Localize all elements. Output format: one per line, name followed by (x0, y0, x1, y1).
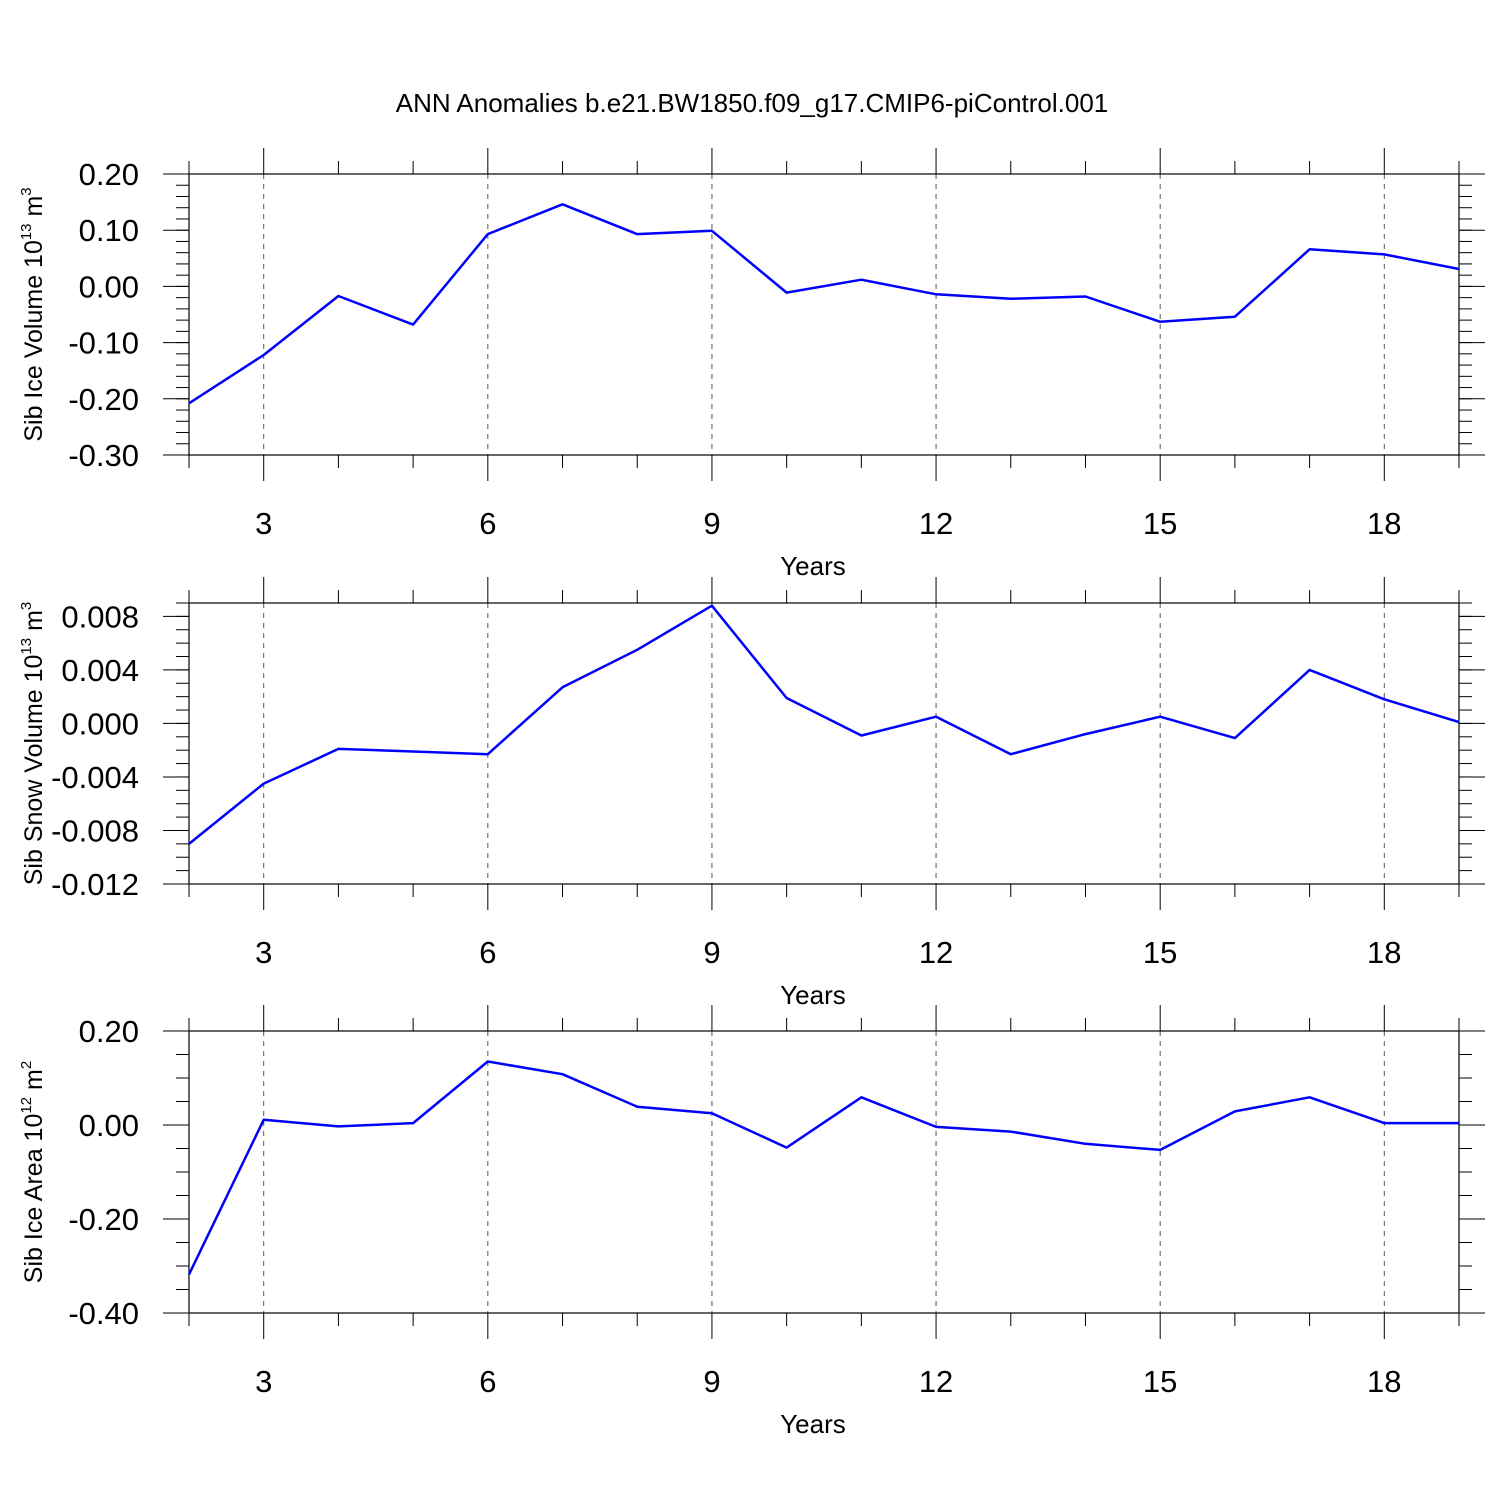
x-tick-label: 18 (1367, 935, 1401, 970)
y-tick-label: -0.30 (68, 438, 139, 473)
x-tick-label: 15 (1143, 506, 1177, 541)
x-tick-label: 3 (255, 935, 272, 970)
y-tick-label: 0.004 (61, 653, 139, 688)
y-axis-label: Sib Ice Volume 1013 m3 (18, 187, 48, 441)
panel-sib-snow-volume: 0.008 0.004 0.000 -0.004 -0.008 -0.012 3 6 9 12 1… (18, 577, 1485, 1010)
y-tick-label: -0.10 (68, 326, 139, 361)
y-tick-label: -0.20 (68, 1202, 139, 1237)
y-tick-labels: 0.20 0.00 -0.20 -0.40 (68, 1014, 139, 1331)
x-grid-lines (263, 603, 1385, 884)
y-axis-label-unit: m (20, 1069, 48, 1097)
series-ice-volume (188, 203, 1460, 405)
y-axis-label-main: Sib Ice Volume 10 (20, 240, 48, 442)
y-axis-label-exponent: 13 (18, 223, 35, 240)
x-tick-label: 12 (919, 1364, 953, 1399)
x-tick-label: 3 (255, 506, 272, 541)
y-axis-label-main: Sib Snow Volume 10 (20, 655, 48, 886)
x-tick-labels: 3 6 9 12 15 18 (255, 1364, 1401, 1399)
x-grid-lines (263, 174, 1385, 455)
y-tick-labels: 0.008 0.004 0.000 -0.004 -0.008 -0.012 (51, 599, 139, 902)
x-tick-label: 9 (703, 1364, 720, 1399)
y-axis-label: Sib Snow Volume 1013 m3 (18, 602, 48, 886)
x-tick-labels: 3 6 9 12 15 18 (255, 506, 1401, 541)
plot-frame (188, 173, 1460, 456)
axis-ticks (163, 148, 1485, 481)
x-tick-label: 6 (479, 506, 496, 541)
series-snow-volume (188, 604, 1460, 845)
y-axis-label-unit: m (20, 196, 48, 224)
y-tick-label: -0.008 (51, 813, 139, 848)
y-axis-label-unit-exponent: 3 (18, 602, 35, 610)
y-tick-labels: 0.20 0.10 0.00 -0.10 -0.20 -0.30 (68, 157, 139, 473)
plot-frame (188, 1030, 1460, 1314)
x-tick-labels: 3 6 9 12 15 18 (255, 935, 1401, 970)
x-tick-label: 18 (1367, 1364, 1401, 1399)
y-tick-label: 0.000 (61, 706, 139, 741)
y-tick-label: -0.012 (51, 867, 139, 902)
y-tick-label: 0.20 (79, 1014, 139, 1049)
x-tick-label: 15 (1143, 1364, 1177, 1399)
y-tick-label: 0.20 (79, 157, 139, 192)
x-grid-lines (263, 1031, 1385, 1313)
x-tick-label: 6 (479, 1364, 496, 1399)
y-axis-label-main: Sib Ice Area 10 (20, 1114, 48, 1284)
y-tick-label: 0.00 (79, 269, 139, 304)
y-tick-label: 0.10 (79, 213, 139, 248)
series-line (187, 1060, 1459, 1276)
x-axis-label: Years (780, 551, 846, 581)
y-axis-label-exponent: 12 (18, 1097, 35, 1114)
x-tick-label: 15 (1143, 935, 1177, 970)
y-axis-label-unit: m (20, 610, 48, 638)
y-axis-label-unit-exponent: 3 (18, 187, 35, 195)
y-axis-label-unit-exponent: 2 (18, 1061, 35, 1069)
panel-sib-ice-area: 0.20 0.00 -0.20 -0.40 3 6 9 12 15 18 Years Sib I… (18, 1005, 1485, 1439)
x-tick-label: 9 (703, 935, 720, 970)
y-axis-label-exponent: 13 (18, 638, 35, 655)
x-tick-label: 6 (479, 935, 496, 970)
x-tick-label: 9 (703, 506, 720, 541)
y-tick-label: 0.00 (79, 1108, 139, 1143)
series-ice-area (187, 1060, 1459, 1276)
x-tick-label: 12 (919, 506, 953, 541)
x-axis-label: Years (780, 980, 846, 1010)
x-tick-label: 3 (255, 1364, 272, 1399)
y-tick-label: -0.004 (51, 760, 139, 795)
x-axis-label: Years (780, 1409, 846, 1439)
axis-ticks (163, 577, 1485, 910)
figure-title: ANN Anomalies b.e21.BW1850.f09_g17.CMIP6… (396, 88, 1109, 118)
series-line (188, 604, 1460, 845)
y-tick-label: 0.008 (61, 599, 139, 634)
x-tick-label: 12 (919, 935, 953, 970)
axis-ticks (163, 1005, 1485, 1339)
x-tick-label: 18 (1367, 506, 1401, 541)
y-axis-label: Sib Ice Area 1012 m2 (18, 1061, 48, 1283)
series-line (188, 203, 1460, 405)
y-tick-label: -0.20 (68, 382, 139, 417)
panel-sib-ice-volume: 0.20 0.10 0.00 -0.10 -0.20 -0.30 3 6 9 12 15 18 Ye… (18, 148, 1485, 581)
y-tick-label: -0.40 (68, 1296, 139, 1331)
plot-frame (188, 602, 1460, 885)
